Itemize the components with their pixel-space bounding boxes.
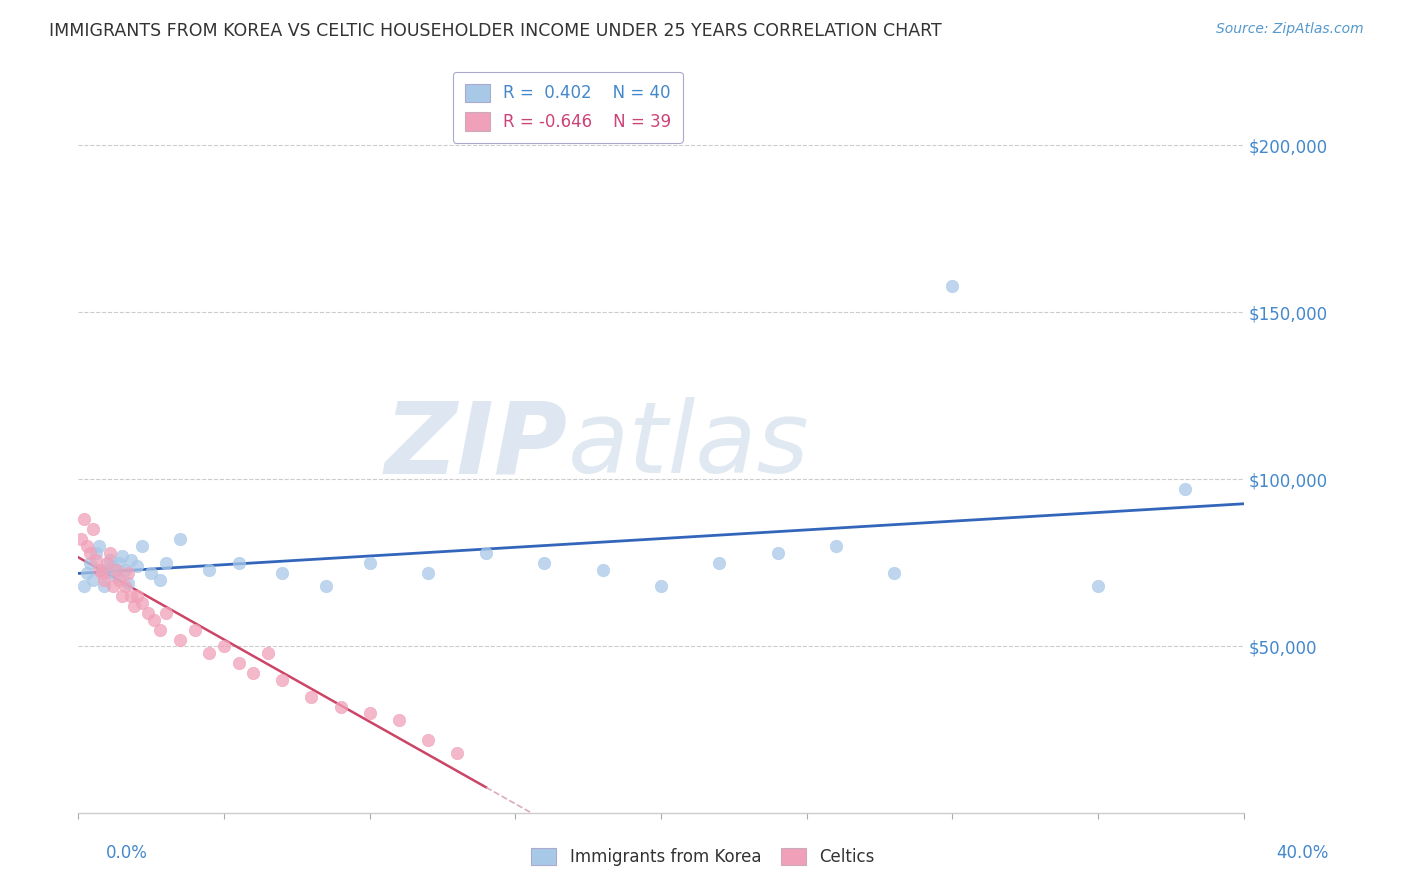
Point xyxy=(271,566,294,580)
Point xyxy=(169,632,191,647)
Point xyxy=(117,575,139,590)
Point xyxy=(198,646,221,660)
Point xyxy=(388,713,411,727)
Point xyxy=(1087,579,1109,593)
Text: ZIP: ZIP xyxy=(385,398,568,494)
Point xyxy=(533,556,555,570)
Point xyxy=(271,673,294,687)
Point xyxy=(108,573,131,587)
Point xyxy=(90,563,112,577)
Legend: R =  0.402    N = 40, R = -0.646    N = 39: R = 0.402 N = 40, R = -0.646 N = 39 xyxy=(453,72,683,143)
Point xyxy=(1174,483,1197,497)
Point xyxy=(105,569,128,583)
Text: 0.0%: 0.0% xyxy=(105,844,148,862)
Point xyxy=(73,579,96,593)
Point xyxy=(87,563,110,577)
Point xyxy=(103,579,125,593)
Point xyxy=(416,566,439,580)
Point xyxy=(766,546,789,560)
Text: IMMIGRANTS FROM KOREA VS CELTIC HOUSEHOLDER INCOME UNDER 25 YEARS CORRELATION CH: IMMIGRANTS FROM KOREA VS CELTIC HOUSEHOL… xyxy=(49,22,942,40)
Point xyxy=(98,552,121,566)
Point xyxy=(82,573,104,587)
Point xyxy=(87,539,110,553)
Point xyxy=(70,533,93,547)
Point xyxy=(131,596,153,610)
Point xyxy=(125,589,148,603)
Point xyxy=(76,539,98,553)
Point xyxy=(131,539,153,553)
Point xyxy=(125,559,148,574)
Point xyxy=(256,646,278,660)
Point xyxy=(111,549,134,564)
Point xyxy=(416,733,439,747)
Point xyxy=(93,573,115,587)
Point xyxy=(73,512,96,526)
Point xyxy=(212,640,235,654)
Point xyxy=(883,566,905,580)
Point xyxy=(299,690,322,704)
Point xyxy=(329,699,352,714)
Point xyxy=(96,556,118,570)
Point xyxy=(96,566,118,580)
Point xyxy=(941,278,963,293)
Point xyxy=(228,656,250,670)
Point xyxy=(117,566,139,580)
Point xyxy=(136,606,159,620)
Point xyxy=(76,566,98,580)
Text: 40.0%: 40.0% xyxy=(1277,844,1329,862)
Point xyxy=(475,546,498,560)
Point xyxy=(446,747,468,761)
Point xyxy=(120,552,142,566)
Text: Source: ZipAtlas.com: Source: ZipAtlas.com xyxy=(1216,22,1364,37)
Point xyxy=(103,559,125,574)
Point xyxy=(111,589,134,603)
Point xyxy=(228,556,250,570)
Point xyxy=(84,552,107,566)
Point xyxy=(198,563,221,577)
Point xyxy=(120,589,142,603)
Text: atlas: atlas xyxy=(568,398,810,494)
Point xyxy=(169,533,191,547)
Point xyxy=(149,573,172,587)
Point xyxy=(155,556,177,570)
Point xyxy=(359,706,381,721)
Point xyxy=(139,566,162,580)
Point xyxy=(143,613,166,627)
Point xyxy=(82,523,104,537)
Legend: Immigrants from Korea, Celtics: Immigrants from Korea, Celtics xyxy=(523,840,883,875)
Point xyxy=(592,563,614,577)
Point xyxy=(114,579,136,593)
Point xyxy=(184,623,207,637)
Point xyxy=(315,579,337,593)
Point xyxy=(84,546,107,560)
Point xyxy=(108,556,131,570)
Point xyxy=(114,563,136,577)
Point xyxy=(105,563,128,577)
Point xyxy=(709,556,731,570)
Point xyxy=(824,539,846,553)
Point xyxy=(155,606,177,620)
Point xyxy=(90,566,112,580)
Point xyxy=(149,623,172,637)
Point xyxy=(98,546,121,560)
Point xyxy=(93,579,115,593)
Point xyxy=(122,599,145,614)
Point xyxy=(359,556,381,570)
Point xyxy=(79,556,101,570)
Point xyxy=(242,666,264,681)
Point xyxy=(79,546,101,560)
Point xyxy=(650,579,672,593)
